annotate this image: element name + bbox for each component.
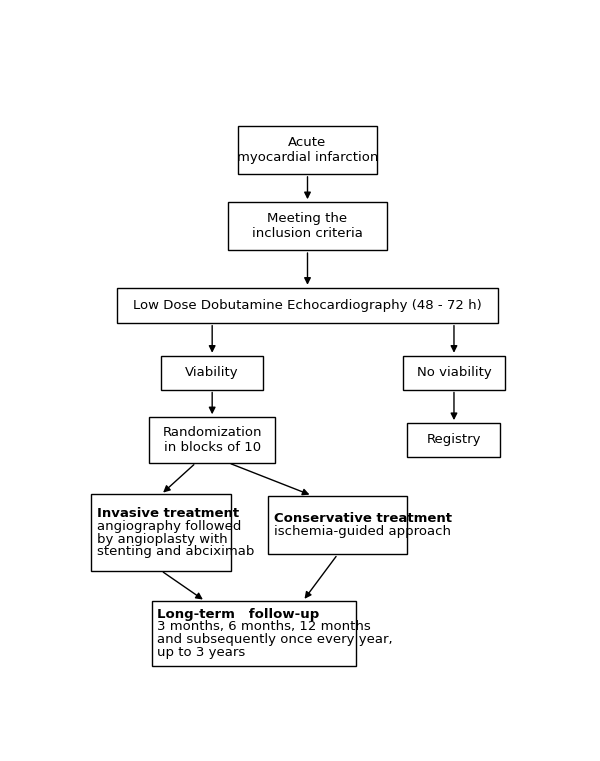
FancyBboxPatch shape [149, 417, 275, 463]
Text: by angioplasty with: by angioplasty with [97, 533, 227, 546]
FancyBboxPatch shape [91, 495, 231, 571]
Text: ischemia-guided approach: ischemia-guided approach [274, 525, 451, 538]
Text: 3 months, 6 months, 12 months: 3 months, 6 months, 12 months [157, 620, 371, 633]
FancyBboxPatch shape [229, 202, 386, 250]
FancyBboxPatch shape [117, 288, 498, 323]
Text: Invasive treatment: Invasive treatment [97, 507, 239, 520]
FancyBboxPatch shape [161, 355, 263, 390]
Text: up to 3 years: up to 3 years [157, 646, 245, 659]
Text: No viability: No viability [416, 366, 491, 379]
Text: Conservative treatment: Conservative treatment [274, 512, 452, 525]
FancyBboxPatch shape [238, 126, 377, 174]
FancyBboxPatch shape [268, 495, 407, 554]
Text: Randomization
in blocks of 10: Randomization in blocks of 10 [163, 426, 262, 454]
Text: Viability: Viability [185, 366, 239, 379]
FancyBboxPatch shape [152, 601, 356, 666]
Text: angiography followed: angiography followed [97, 520, 241, 533]
FancyBboxPatch shape [403, 355, 505, 390]
Text: and subsequently once every year,: and subsequently once every year, [157, 633, 393, 646]
Text: Long-term   follow-up: Long-term follow-up [157, 607, 320, 620]
Text: Low Dose Dobutamine Echocardiography (48 - 72 h): Low Dose Dobutamine Echocardiography (48… [133, 299, 482, 312]
Text: stenting and abciximab: stenting and abciximab [97, 546, 254, 559]
FancyBboxPatch shape [407, 423, 500, 457]
Text: Meeting the
inclusion criteria: Meeting the inclusion criteria [252, 212, 363, 240]
Text: Acute
myocardial infarction: Acute myocardial infarction [237, 136, 378, 164]
Text: Registry: Registry [427, 434, 481, 447]
